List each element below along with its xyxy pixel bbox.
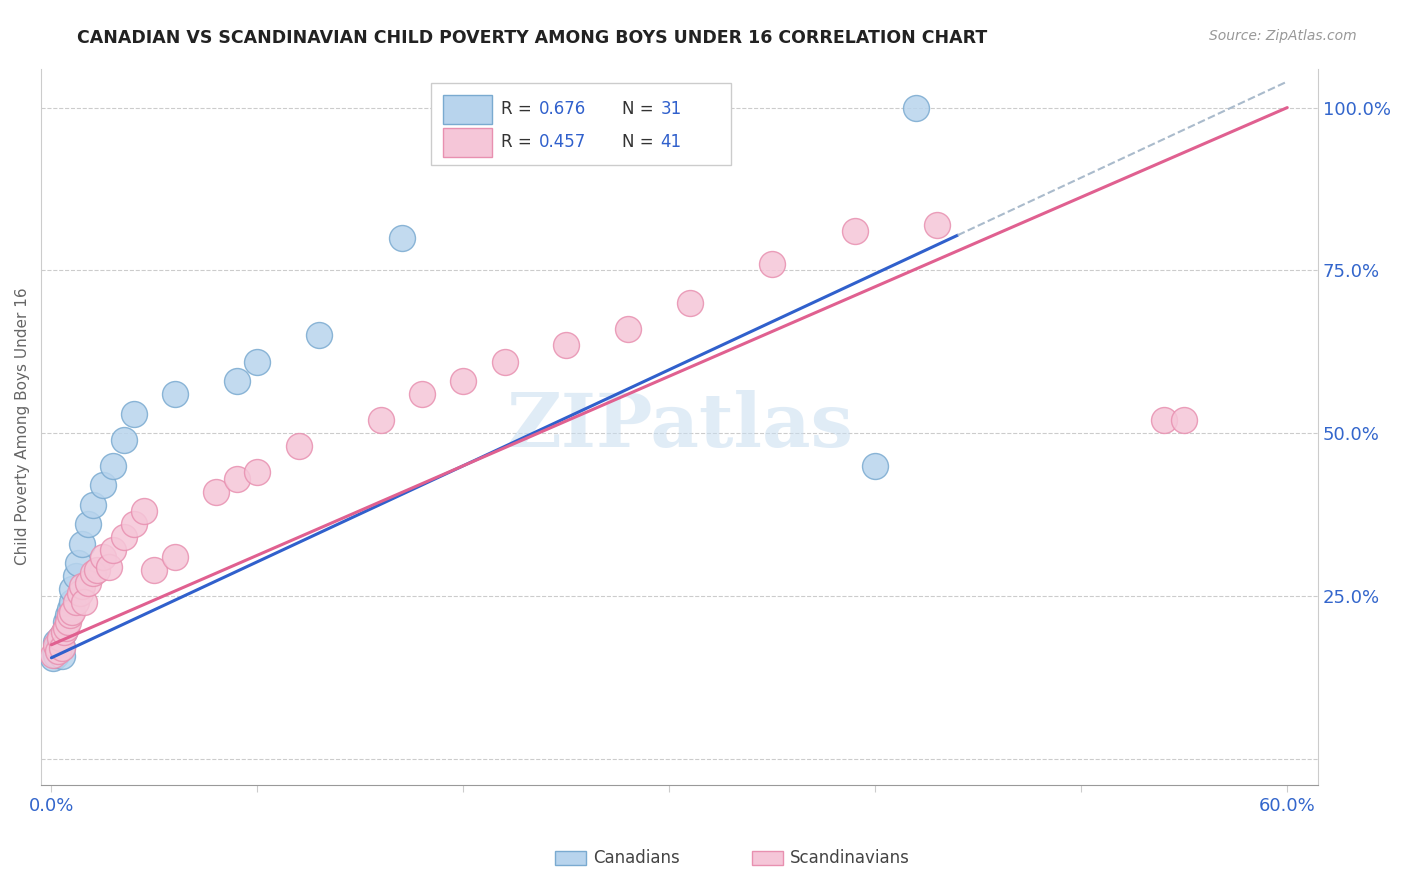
Point [391,231,413,245]
Text: N =: N = [623,133,659,152]
Point [905,101,928,115]
Point [60,582,83,597]
Point [370,413,392,427]
Point [163,549,186,564]
Point [122,407,145,421]
Point [411,387,433,401]
Point [98,559,121,574]
Text: Source: ZipAtlas.com: Source: ZipAtlas.com [1209,29,1357,43]
Y-axis label: Child Poverty Among Boys Under 16: Child Poverty Among Boys Under 16 [15,288,30,566]
FancyBboxPatch shape [430,83,731,165]
Point [46,644,69,658]
Text: ZIPatlas: ZIPatlas [506,390,853,463]
Point [55,615,77,629]
Point [52,624,75,639]
Text: 0.676: 0.676 [538,100,586,119]
Point [44,634,66,648]
Point [679,296,702,310]
Point [761,257,783,271]
Point [65,569,87,583]
Text: Scandinavians: Scandinavians [790,849,910,867]
Point [132,504,155,518]
Point [55,622,77,636]
Point [225,472,247,486]
Bar [752,851,783,865]
Point [82,566,104,581]
Point [56,615,79,629]
Point [865,458,887,473]
Point [48,632,70,646]
Point [72,579,94,593]
Point [122,517,145,532]
Point [48,632,70,646]
Point [617,322,640,336]
Text: 0.457: 0.457 [538,133,586,152]
Point [82,498,104,512]
Point [69,585,91,599]
Point [77,517,100,532]
Point [73,595,96,609]
Point [51,640,73,655]
Point [246,354,269,368]
Point [205,484,228,499]
Point [103,543,125,558]
Point [59,608,82,623]
Point [844,224,866,238]
Text: Canadians: Canadians [593,849,681,867]
Point [48,640,70,655]
Point [67,557,90,571]
Point [59,602,82,616]
Point [555,338,578,352]
Point [46,638,69,652]
Point [60,605,83,619]
Point [51,640,73,654]
Text: R =: R = [501,133,537,152]
Text: CANADIAN VS SCANDINAVIAN CHILD POVERTY AMONG BOYS UNDER 16 CORRELATION CHART: CANADIAN VS SCANDINAVIAN CHILD POVERTY A… [77,29,987,46]
Point [86,563,108,577]
Point [65,595,87,609]
Bar [555,851,586,865]
Point [42,650,65,665]
Point [453,374,475,388]
Point [246,465,269,479]
Text: R =: R = [501,100,537,119]
Point [494,354,516,368]
FancyBboxPatch shape [443,95,492,124]
Point [91,478,114,492]
Point [1173,413,1195,427]
Point [1153,413,1175,427]
Point [308,328,330,343]
Point [925,218,948,232]
Point [44,638,66,652]
Point [44,648,66,662]
Point [112,433,135,447]
Point [46,644,69,658]
Point [60,595,83,609]
Text: N =: N = [623,100,659,119]
Text: 31: 31 [661,100,682,119]
Point [56,608,79,623]
Point [51,648,73,663]
Point [91,549,114,564]
Text: 41: 41 [661,133,682,152]
Point [112,530,135,544]
Point [287,439,309,453]
Point [103,458,125,473]
Point [42,648,65,662]
Point [72,537,94,551]
Point [77,575,100,590]
Point [52,624,75,639]
FancyBboxPatch shape [443,128,492,157]
Point [163,387,186,401]
Point [143,563,166,577]
Point [225,374,247,388]
